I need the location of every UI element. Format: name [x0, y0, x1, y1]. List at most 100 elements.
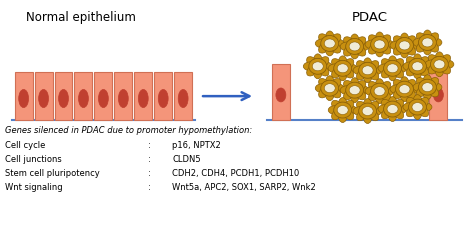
- Ellipse shape: [400, 87, 409, 102]
- Ellipse shape: [400, 77, 409, 92]
- Ellipse shape: [328, 106, 343, 114]
- Ellipse shape: [350, 34, 359, 49]
- Ellipse shape: [412, 62, 423, 71]
- Ellipse shape: [434, 60, 445, 69]
- Ellipse shape: [324, 84, 335, 93]
- Ellipse shape: [356, 68, 369, 80]
- Ellipse shape: [332, 100, 344, 113]
- Ellipse shape: [354, 37, 366, 49]
- Text: :: :: [148, 169, 151, 178]
- Ellipse shape: [338, 98, 347, 113]
- Ellipse shape: [313, 64, 322, 79]
- Ellipse shape: [416, 78, 428, 90]
- Text: PDAC: PDAC: [352, 11, 388, 24]
- Ellipse shape: [390, 41, 405, 50]
- Ellipse shape: [392, 104, 407, 114]
- Ellipse shape: [416, 104, 428, 117]
- Ellipse shape: [419, 79, 437, 95]
- Ellipse shape: [307, 57, 319, 69]
- Ellipse shape: [344, 44, 356, 56]
- Ellipse shape: [325, 31, 334, 46]
- Ellipse shape: [375, 79, 384, 94]
- Ellipse shape: [338, 56, 347, 71]
- Ellipse shape: [403, 79, 416, 92]
- Ellipse shape: [315, 84, 330, 93]
- Ellipse shape: [413, 38, 428, 47]
- Ellipse shape: [350, 88, 359, 103]
- Ellipse shape: [378, 35, 391, 47]
- Ellipse shape: [341, 107, 354, 120]
- Ellipse shape: [388, 97, 397, 112]
- Ellipse shape: [393, 79, 406, 92]
- Ellipse shape: [426, 33, 438, 45]
- Text: CLDN5: CLDN5: [172, 155, 201, 164]
- Text: Cell junctions: Cell junctions: [5, 155, 62, 164]
- Text: Wnt signaling: Wnt signaling: [5, 183, 62, 192]
- Ellipse shape: [332, 107, 344, 120]
- Ellipse shape: [337, 106, 348, 114]
- Text: Normal epithelium: Normal epithelium: [26, 11, 136, 24]
- FancyBboxPatch shape: [74, 72, 92, 120]
- Ellipse shape: [353, 66, 368, 75]
- Ellipse shape: [354, 88, 366, 100]
- Text: Stem cell pluripotency: Stem cell pluripotency: [5, 169, 100, 178]
- Ellipse shape: [363, 99, 372, 114]
- Ellipse shape: [400, 33, 409, 48]
- Ellipse shape: [387, 64, 398, 73]
- Ellipse shape: [379, 87, 394, 96]
- Ellipse shape: [362, 107, 373, 115]
- Ellipse shape: [303, 62, 318, 71]
- Ellipse shape: [325, 41, 334, 56]
- Ellipse shape: [422, 83, 433, 92]
- Ellipse shape: [393, 43, 406, 55]
- Ellipse shape: [406, 104, 419, 117]
- Ellipse shape: [366, 61, 379, 73]
- Text: CDH2, CDH4, PCDH1, PCDH10: CDH2, CDH4, PCDH1, PCDH10: [172, 169, 300, 178]
- Ellipse shape: [366, 68, 379, 80]
- Ellipse shape: [79, 89, 88, 108]
- Ellipse shape: [317, 62, 332, 71]
- Ellipse shape: [404, 85, 419, 94]
- FancyBboxPatch shape: [55, 72, 73, 120]
- Ellipse shape: [430, 56, 448, 72]
- Ellipse shape: [378, 64, 393, 73]
- Ellipse shape: [363, 58, 372, 73]
- Ellipse shape: [341, 100, 354, 113]
- FancyBboxPatch shape: [272, 64, 290, 120]
- Ellipse shape: [375, 42, 384, 57]
- Ellipse shape: [118, 89, 128, 108]
- Ellipse shape: [416, 97, 428, 110]
- Ellipse shape: [393, 36, 406, 48]
- Ellipse shape: [413, 54, 422, 69]
- Ellipse shape: [346, 39, 364, 54]
- Ellipse shape: [416, 84, 428, 97]
- Ellipse shape: [423, 30, 432, 45]
- Ellipse shape: [365, 87, 380, 96]
- Ellipse shape: [328, 64, 343, 73]
- Ellipse shape: [378, 89, 391, 101]
- Ellipse shape: [354, 80, 366, 93]
- Ellipse shape: [342, 106, 357, 114]
- Ellipse shape: [417, 103, 432, 112]
- Text: :: :: [148, 141, 151, 150]
- Ellipse shape: [378, 104, 393, 114]
- FancyBboxPatch shape: [174, 72, 192, 120]
- Ellipse shape: [392, 64, 407, 73]
- Ellipse shape: [423, 40, 432, 55]
- Ellipse shape: [399, 85, 410, 94]
- Ellipse shape: [388, 56, 397, 71]
- Ellipse shape: [392, 59, 404, 71]
- Ellipse shape: [367, 66, 382, 75]
- Ellipse shape: [362, 66, 373, 75]
- Ellipse shape: [329, 39, 344, 48]
- FancyBboxPatch shape: [114, 72, 132, 120]
- Ellipse shape: [337, 64, 348, 73]
- Ellipse shape: [403, 103, 418, 112]
- Ellipse shape: [366, 109, 379, 121]
- Ellipse shape: [368, 42, 381, 54]
- Ellipse shape: [344, 80, 356, 93]
- Ellipse shape: [349, 86, 360, 95]
- Ellipse shape: [341, 59, 354, 71]
- Ellipse shape: [400, 43, 409, 58]
- Ellipse shape: [409, 58, 427, 74]
